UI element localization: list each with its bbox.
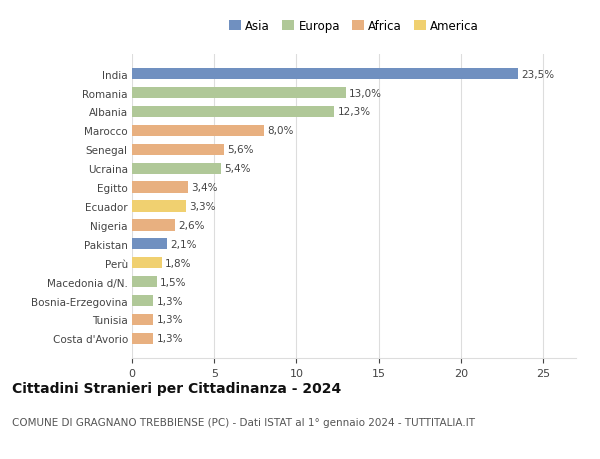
Bar — [132, 276, 157, 288]
Bar — [132, 163, 221, 174]
Bar — [132, 333, 154, 344]
Bar — [132, 106, 334, 118]
Text: 1,3%: 1,3% — [157, 334, 183, 344]
Text: COMUNE DI GRAGNANO TREBBIENSE (PC) - Dati ISTAT al 1° gennaio 2024 - TUTTITALIA.: COMUNE DI GRAGNANO TREBBIENSE (PC) - Dat… — [12, 417, 475, 427]
Bar — [132, 144, 224, 156]
Bar — [132, 182, 188, 193]
Text: 8,0%: 8,0% — [267, 126, 293, 136]
Text: 3,3%: 3,3% — [190, 202, 216, 212]
Bar — [132, 314, 154, 325]
Text: 23,5%: 23,5% — [522, 69, 555, 79]
Text: 1,5%: 1,5% — [160, 277, 187, 287]
Bar — [132, 295, 154, 307]
Bar — [132, 69, 518, 80]
Bar — [132, 88, 346, 99]
Bar — [132, 257, 161, 269]
Text: 1,3%: 1,3% — [157, 296, 183, 306]
Bar — [132, 220, 175, 231]
Legend: Asia, Europa, Africa, America: Asia, Europa, Africa, America — [224, 16, 484, 38]
Text: 2,6%: 2,6% — [178, 220, 205, 230]
Text: 2,1%: 2,1% — [170, 239, 196, 249]
Text: Cittadini Stranieri per Cittadinanza - 2024: Cittadini Stranieri per Cittadinanza - 2… — [12, 381, 341, 395]
Text: 1,3%: 1,3% — [157, 315, 183, 325]
Bar — [132, 201, 186, 212]
Bar — [132, 125, 263, 137]
Text: 5,6%: 5,6% — [227, 145, 254, 155]
Bar — [132, 239, 167, 250]
Text: 3,4%: 3,4% — [191, 183, 218, 193]
Text: 12,3%: 12,3% — [338, 107, 371, 117]
Text: 1,8%: 1,8% — [165, 258, 191, 268]
Text: 5,4%: 5,4% — [224, 164, 251, 174]
Text: 13,0%: 13,0% — [349, 89, 382, 98]
